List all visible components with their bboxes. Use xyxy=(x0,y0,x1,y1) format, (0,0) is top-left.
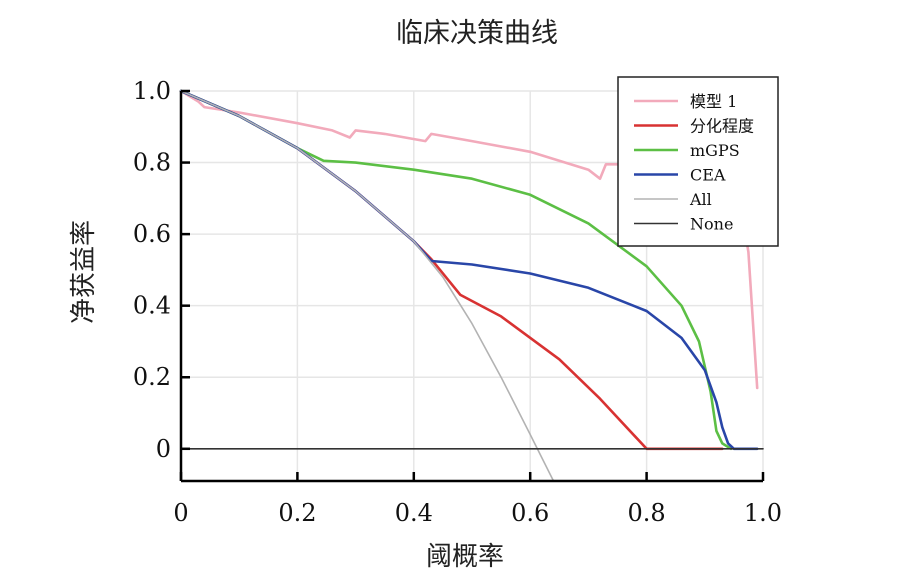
legend-label-0: 模型 1 xyxy=(690,92,737,111)
y-tick-label-4: 0.8 xyxy=(133,149,171,177)
y-tick-label-0: 0 xyxy=(156,435,171,463)
legend-label-2: mGPS xyxy=(690,141,740,160)
legend-box xyxy=(617,76,779,247)
series-line-4 xyxy=(180,90,555,482)
x-tick-label-5: 1.0 xyxy=(744,499,782,527)
x-tick-label-4: 0.8 xyxy=(628,499,666,527)
legend-label-1: 分化程度 xyxy=(690,117,754,136)
axes xyxy=(179,91,763,483)
y-tick-label-3: 0.6 xyxy=(133,220,171,248)
x-tick-label-0: 0 xyxy=(173,499,188,527)
y-tick-label-5: 1.0 xyxy=(133,77,171,105)
y-axis-label: 净获益率 xyxy=(69,220,99,324)
tick-marks: 0 0.2 0.4 0.6 0.8 1.0 0 0.2 0.4 0.6 0.8 1.0 xyxy=(133,77,782,527)
chart-title: 临床决策曲线 xyxy=(396,18,558,49)
x-tick-label-3: 0.6 xyxy=(511,499,549,527)
x-axis-label: 阈概率 xyxy=(426,542,504,572)
x-tick-label-2: 0.4 xyxy=(395,499,433,527)
legend-label-3: CEA xyxy=(690,166,726,185)
y-tick-label-1: 0.2 xyxy=(133,363,171,391)
legend-label-4: All xyxy=(689,190,712,209)
series-line-2 xyxy=(179,89,733,451)
legend: 模型 1 分化程度 mGPS CEA All None xyxy=(617,76,779,247)
x-tick-label-1: 0.2 xyxy=(278,499,316,527)
y-tick-label-2: 0.4 xyxy=(133,292,171,320)
legend-label-5: None xyxy=(690,215,733,234)
